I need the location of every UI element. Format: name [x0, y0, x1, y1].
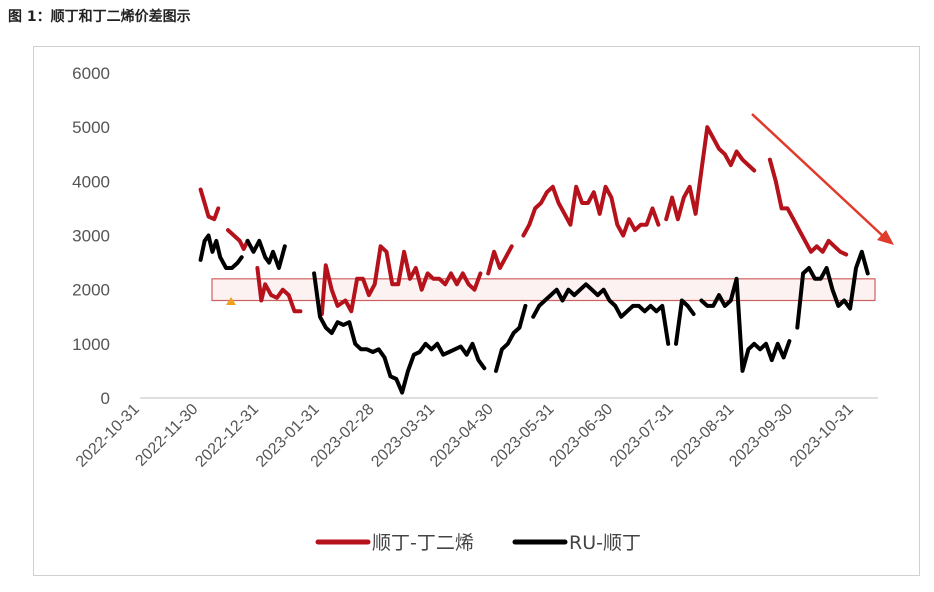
series-line-ru-shunding [245, 238, 287, 270]
y-tick-label: 1000 [72, 335, 110, 354]
trend-arrow-head-icon [877, 230, 894, 245]
series-line-shunding-butadiene [198, 187, 221, 222]
legend-label: RU-顺丁 [569, 532, 641, 554]
series-line-ru-shunding [699, 276, 792, 373]
series-line-ru-shunding [494, 303, 528, 373]
series-line-ru-shunding [312, 271, 487, 395]
x-tick-label: 2022-10-31 [73, 401, 143, 471]
y-tick-label: 5000 [72, 118, 110, 137]
highlight-band [211, 278, 876, 302]
series-line-ru-shunding [531, 282, 671, 346]
y-tick-label: 3000 [72, 227, 110, 246]
y-tick-label: 6000 [72, 64, 110, 83]
x-tick-label: 2023-04-30 [427, 401, 497, 471]
legend-label: 顺丁-丁二烯 [372, 532, 474, 554]
chart-frame [33, 46, 920, 576]
x-tick-label: 2023-10-31 [787, 401, 857, 471]
x-tick-label: 2023-06-30 [546, 401, 616, 471]
x-tick-label: 2023-09-30 [726, 401, 796, 471]
series-line-shunding-butadiene [486, 244, 514, 276]
series-line-shunding-butadiene [319, 244, 483, 316]
y-tick-label: 2000 [72, 281, 110, 300]
series-line-shunding-butadiene [664, 125, 757, 222]
figure-title: 图 1：顺丁和丁二烯价差图示 [8, 9, 191, 25]
y-tick-label: 0 [101, 389, 110, 408]
x-tick-label: 2022-12-31 [192, 401, 262, 471]
series-line-ru-shunding [674, 298, 696, 346]
warning-marker-icon [226, 297, 236, 305]
series-line-shunding-butadiene [521, 184, 661, 238]
series-line-shunding-butadiene [226, 228, 250, 251]
x-tick-label: 2022-11-30 [132, 401, 201, 470]
series-line-shunding-butadiene [255, 266, 303, 314]
series-line-ru-shunding [795, 249, 870, 330]
series-line-ru-shunding [198, 233, 244, 270]
series-line-shunding-butadiene [767, 157, 849, 257]
trend-arrow-line [751, 113, 885, 238]
x-tick-label: 2023-07-31 [607, 401, 677, 471]
y-tick-label: 4000 [72, 172, 110, 191]
